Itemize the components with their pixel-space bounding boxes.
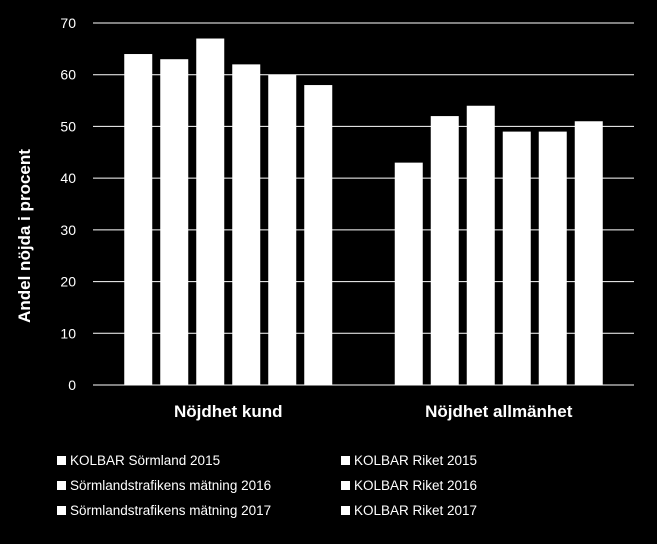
category-labels: Nöjdhet kund Nöjdhet allmänhet: [174, 402, 573, 421]
bar: [574, 121, 603, 385]
y-tick-label: 50: [60, 118, 76, 134]
x-category-label: Nöjdhet kund: [174, 402, 283, 421]
y-tick-label: 30: [60, 222, 76, 238]
legend-swatch: [341, 456, 350, 465]
bar: [124, 54, 153, 386]
y-axis-label: Andel nöjda i procent: [15, 149, 34, 323]
bar: [268, 74, 297, 385]
legend-swatch: [341, 506, 350, 515]
legend: KOLBAR Sörmland 2015 KOLBAR Riket 2015 Sör…: [57, 453, 477, 518]
legend-label: Sörmlandstrafikens mätning 2016: [70, 478, 271, 493]
bar: [466, 105, 495, 385]
legend-label: KOLBAR Riket 2017: [354, 503, 477, 518]
legend-swatch: [341, 481, 350, 490]
bar: [430, 116, 459, 385]
legend-swatch: [57, 481, 66, 490]
y-tick-labels: 0 10 20 30 40 50 60 70: [60, 15, 76, 393]
bar: [394, 162, 423, 385]
legend-swatch: [57, 456, 66, 465]
legend-label: KOLBAR Riket 2015: [354, 453, 477, 468]
legend-label: KOLBAR Sörmland 2015: [70, 453, 220, 468]
legend-swatch: [57, 506, 66, 515]
y-tick-label: 10: [60, 325, 76, 341]
bar: [160, 59, 189, 385]
bar: [196, 38, 225, 386]
x-category-label: Nöjdhet allmänhet: [425, 402, 573, 421]
y-tick-label: 40: [60, 170, 76, 186]
legend-label: Sörmlandstrafikens mätning 2017: [70, 503, 271, 518]
bar: [538, 131, 567, 385]
y-tick-label: 0: [68, 377, 76, 393]
bar: [304, 85, 333, 386]
bar: [502, 131, 531, 385]
y-tick-label: 70: [60, 15, 76, 31]
bar-group: [124, 38, 603, 386]
bar: [232, 64, 261, 385]
y-tick-label: 20: [60, 274, 76, 290]
y-tick-label: 60: [60, 67, 76, 83]
legend-label: KOLBAR Riket 2016: [354, 478, 477, 493]
